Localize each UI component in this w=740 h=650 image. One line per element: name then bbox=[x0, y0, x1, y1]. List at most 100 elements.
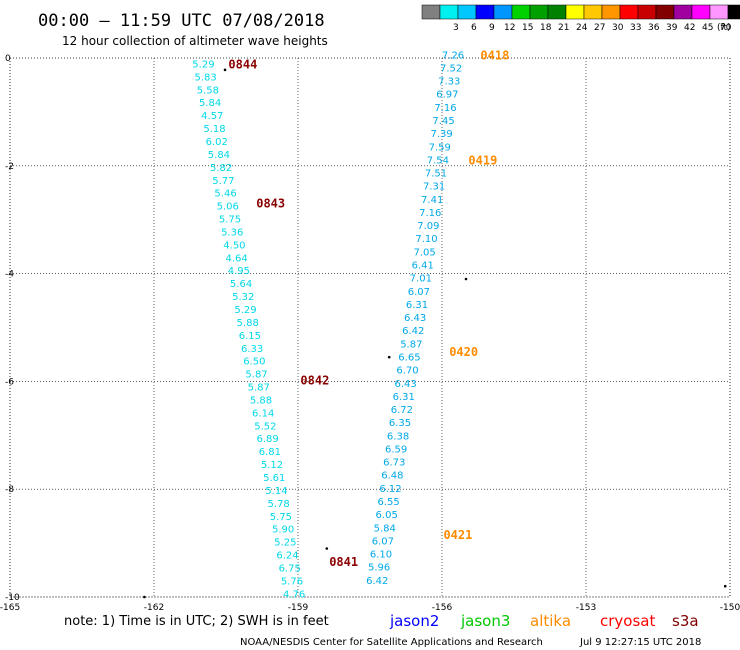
swh-value: 6.35 bbox=[389, 418, 411, 429]
swh-value: 5.61 bbox=[263, 473, 285, 484]
swh-value: 6.33 bbox=[241, 344, 263, 355]
legend-satellite: altika bbox=[530, 612, 571, 630]
wave-height-colorbar: 3 6 9 12 15 18 21 24 27 30 33 36 39 42 45 70 bbox=[421, 4, 740, 33]
swh-value: 6.07 bbox=[408, 287, 430, 298]
swh-value: 6.70 bbox=[396, 366, 418, 377]
swh-value: 5.29 bbox=[234, 305, 256, 316]
latitude-tick-label: 0 bbox=[5, 54, 11, 64]
swh-value: 6.02 bbox=[206, 137, 228, 148]
swh-value: 5.90 bbox=[272, 525, 294, 536]
swh-value: 6.24 bbox=[276, 551, 298, 562]
swh-value: 6.31 bbox=[393, 392, 415, 403]
swh-value: 5.75 bbox=[219, 215, 241, 226]
colorbar-swatch bbox=[493, 4, 513, 20]
colorbar-swatch bbox=[709, 4, 729, 20]
swh-value: 5.29 bbox=[192, 59, 214, 70]
swh-value: 5.88 bbox=[237, 318, 259, 329]
legend-satellite: jason3 bbox=[460, 612, 510, 630]
colorbar-label: 6 bbox=[471, 23, 477, 33]
time-label: 0842 bbox=[300, 373, 329, 387]
satellite-legend: jason2 jason3 altika cryosat s3a bbox=[389, 612, 699, 630]
colorbar-swatch bbox=[439, 4, 459, 20]
altimeter-tracks: 5.29 5.83 5.58 5.84 4.57 5.18 6.02 5.84 5.82 5.77… bbox=[192, 48, 509, 600]
swh-value: 7.59 bbox=[429, 142, 451, 153]
track-point-marker bbox=[143, 595, 146, 599]
swh-value: 6.89 bbox=[256, 434, 278, 445]
colorbar-swatch bbox=[727, 4, 740, 20]
swh-value: 7.52 bbox=[440, 63, 462, 74]
swh-value: 5.52 bbox=[254, 421, 276, 432]
swh-value: 6.55 bbox=[377, 497, 399, 508]
track-point-marker bbox=[387, 355, 391, 359]
swh-value: 4.76 bbox=[283, 589, 305, 600]
swh-value: 5.36 bbox=[221, 227, 243, 238]
legend-satellite: s3a bbox=[672, 612, 699, 630]
swh-value: 7.45 bbox=[432, 116, 454, 127]
swh-value: 4.57 bbox=[201, 111, 223, 122]
longitude-tick-label: -156 bbox=[432, 603, 453, 613]
swh-value: 6.43 bbox=[404, 313, 426, 324]
swh-value: 6.42 bbox=[366, 576, 388, 587]
longitude-tick-label: -165 bbox=[0, 603, 20, 613]
swh-value: 6.50 bbox=[243, 357, 265, 368]
swh-value: 5.84 bbox=[208, 150, 230, 161]
colorbar-swatch bbox=[511, 4, 531, 20]
latitude-tick-label: -6 bbox=[5, 377, 14, 387]
map-grid bbox=[9, 57, 731, 598]
colorbar-label: 36 bbox=[648, 23, 660, 33]
longitude-tick-label: -150 bbox=[720, 603, 740, 613]
swh-value: 5.96 bbox=[368, 563, 390, 574]
swh-value: 5.77 bbox=[212, 176, 234, 187]
swh-value: 5.84 bbox=[199, 98, 221, 109]
colorbar-label: 3 bbox=[453, 23, 459, 33]
colorbar-label: 18 bbox=[540, 23, 552, 33]
colorbar-swatch bbox=[673, 4, 693, 20]
colorbar-label: 30 bbox=[612, 23, 624, 33]
colorbar-swatch bbox=[601, 4, 621, 20]
colorbar-label: 12 bbox=[504, 23, 515, 33]
track-point-marker bbox=[223, 68, 227, 72]
swh-value: 6.43 bbox=[395, 379, 417, 390]
colorbar-swatch bbox=[691, 4, 711, 20]
swh-value: 5.64 bbox=[230, 279, 252, 290]
track-markers bbox=[143, 68, 727, 599]
time-label: 0841 bbox=[329, 555, 358, 569]
swh-value: 6.65 bbox=[398, 352, 420, 363]
swh-value: 6.48 bbox=[381, 471, 403, 482]
colorbar-swatch bbox=[583, 4, 603, 20]
map-title: 00:00 – 11:59 UTC 07/08/2018 bbox=[38, 11, 325, 31]
swh-value: 6.05 bbox=[376, 510, 398, 521]
colorbar-label: 33 bbox=[630, 23, 641, 33]
colorbar-swatch bbox=[637, 4, 657, 20]
swh-value: 6.59 bbox=[385, 444, 407, 455]
longitude-axis: -165 -162 -159 -156 -153 -150 bbox=[0, 603, 740, 613]
map-subtitle: 12 hour collection of altimeter wave hei… bbox=[62, 34, 328, 48]
longitude-tick-label: -159 bbox=[288, 603, 309, 613]
colorbar-swatch bbox=[529, 4, 549, 20]
time-label: 0419 bbox=[468, 153, 497, 167]
colorbar-swatch bbox=[421, 4, 441, 20]
credit-text: NOAA/NESDIS Center for Satellite Applica… bbox=[240, 637, 543, 648]
colorbar-label: 45 bbox=[702, 23, 713, 33]
time-label: 0844 bbox=[228, 57, 257, 71]
swh-value: 5.14 bbox=[265, 486, 287, 497]
swh-value: 7.16 bbox=[419, 208, 441, 219]
latitude-tick-label: -10 bbox=[5, 593, 20, 603]
legend-satellite: jason2 bbox=[389, 612, 439, 630]
latitude-tick-label: -8 bbox=[5, 485, 14, 495]
colorbar-label: 15 bbox=[522, 23, 533, 33]
track-point-marker bbox=[464, 277, 468, 281]
swh-value: 5.88 bbox=[250, 395, 272, 406]
latitude-axis: 0 -2 -4 -6 -8 -10 bbox=[5, 54, 20, 603]
timestamp-text: Jul 9 12:27:15 UTC 2018 bbox=[579, 637, 701, 648]
colorbar-label: 70 bbox=[720, 23, 732, 33]
swh-value: 5.06 bbox=[217, 202, 239, 213]
swh-value: 5.82 bbox=[210, 163, 232, 174]
swh-value: 6.73 bbox=[383, 458, 405, 469]
swh-value: 5.83 bbox=[195, 72, 217, 83]
swh-value: 5.46 bbox=[214, 189, 236, 200]
swh-value: 7.10 bbox=[415, 234, 437, 245]
swh-value: 5.78 bbox=[268, 499, 290, 510]
swh-value: 5.87 bbox=[400, 339, 422, 350]
